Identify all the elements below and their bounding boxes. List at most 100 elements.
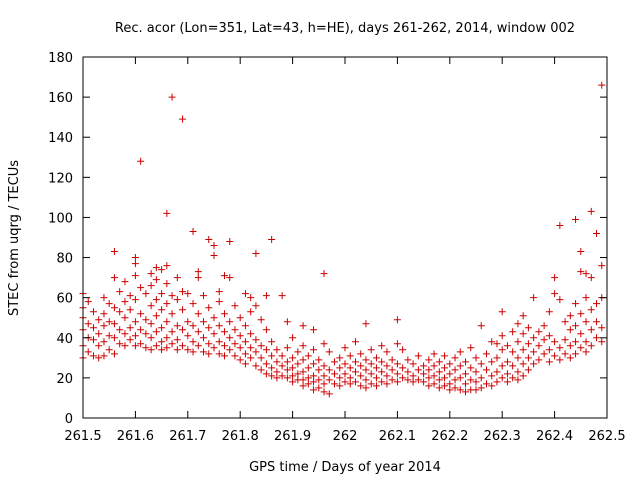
data-point [383,380,391,388]
data-point [351,358,359,366]
data-point [378,358,386,366]
data-point [462,380,470,388]
data-point [189,348,197,356]
x-tick-label: 261.7 [169,429,206,444]
data-point [278,362,286,370]
data-point [179,326,187,334]
data-point [467,364,475,372]
data-point [519,312,527,320]
data-point [577,248,585,256]
data-point [283,366,291,374]
data-point [441,364,449,372]
y-tick-label: 80 [56,252,73,267]
data-point [577,344,585,352]
data-point [105,346,113,354]
data-point [220,328,228,336]
data-point [482,380,490,388]
data-point [477,384,485,392]
data-point [462,358,470,366]
data-point [168,310,176,318]
data-point [420,378,428,386]
data-point [577,268,585,276]
data-point [346,352,354,360]
data-point [241,350,249,358]
data-point [241,360,249,368]
data-point [346,364,354,372]
data-point [137,284,145,292]
data-point [158,290,166,298]
data-point [189,300,197,308]
data-point [252,250,260,258]
data-point [519,360,527,368]
data-point [262,360,270,368]
data-point [367,360,375,368]
ticks-layer: 261.5 261.6 261.7 261.8 261.9 262 262.1 262.2 26… [48,51,625,444]
data-point [519,372,527,380]
data-point [477,374,485,382]
data-point [393,370,401,378]
data-point [152,264,160,272]
data-point [336,354,344,362]
data-point [241,338,249,346]
data-point [289,372,297,380]
data-point [137,310,145,318]
data-point [393,360,401,368]
data-point [587,274,595,282]
data-point [530,294,538,302]
data-point [131,254,139,262]
x-tick-label: 262.1 [379,429,416,444]
data-point [566,354,574,362]
data-point [131,342,139,350]
data-point [336,364,344,372]
data-point [482,350,490,358]
data-point [598,338,606,346]
data-point [137,326,145,334]
data-point [241,290,249,298]
data-point [315,356,323,364]
data-point [425,382,433,390]
data-point [304,374,312,382]
data-point [168,93,176,101]
data-point [420,362,428,370]
data-point [110,274,118,282]
data-point [110,304,118,312]
data-point [194,310,202,318]
data-point [257,316,265,324]
data-point [446,386,454,394]
chart-title: Rec. acor (Lon=351, Lat=43, h=HE), days … [115,21,575,36]
data-point [121,278,129,286]
data-point [226,318,234,326]
data-point [456,362,464,370]
data-point [341,344,349,352]
data-point [582,348,590,356]
data-point [126,336,134,344]
data-point [121,330,129,338]
data-point [105,300,113,308]
data-point [372,354,380,362]
data-point [236,356,244,364]
data-point [158,338,166,346]
data-point [100,322,108,330]
data-point [268,364,276,372]
data-point [551,274,559,282]
data-point [545,358,553,366]
data-point [467,344,475,352]
data-point [105,332,113,340]
data-point [493,378,501,386]
data-point [247,344,255,352]
data-point [357,350,365,358]
data-point [173,296,181,304]
data-point [561,318,569,326]
data-point [147,320,155,328]
data-point [105,318,113,326]
data-point [226,274,234,282]
data-point [399,346,407,354]
data-point [179,288,187,296]
data-point [268,352,276,360]
data-point [147,270,155,278]
data-point [409,360,417,368]
data-point [519,330,527,338]
data-point [189,322,197,330]
data-point [441,352,449,360]
data-point [388,376,396,384]
